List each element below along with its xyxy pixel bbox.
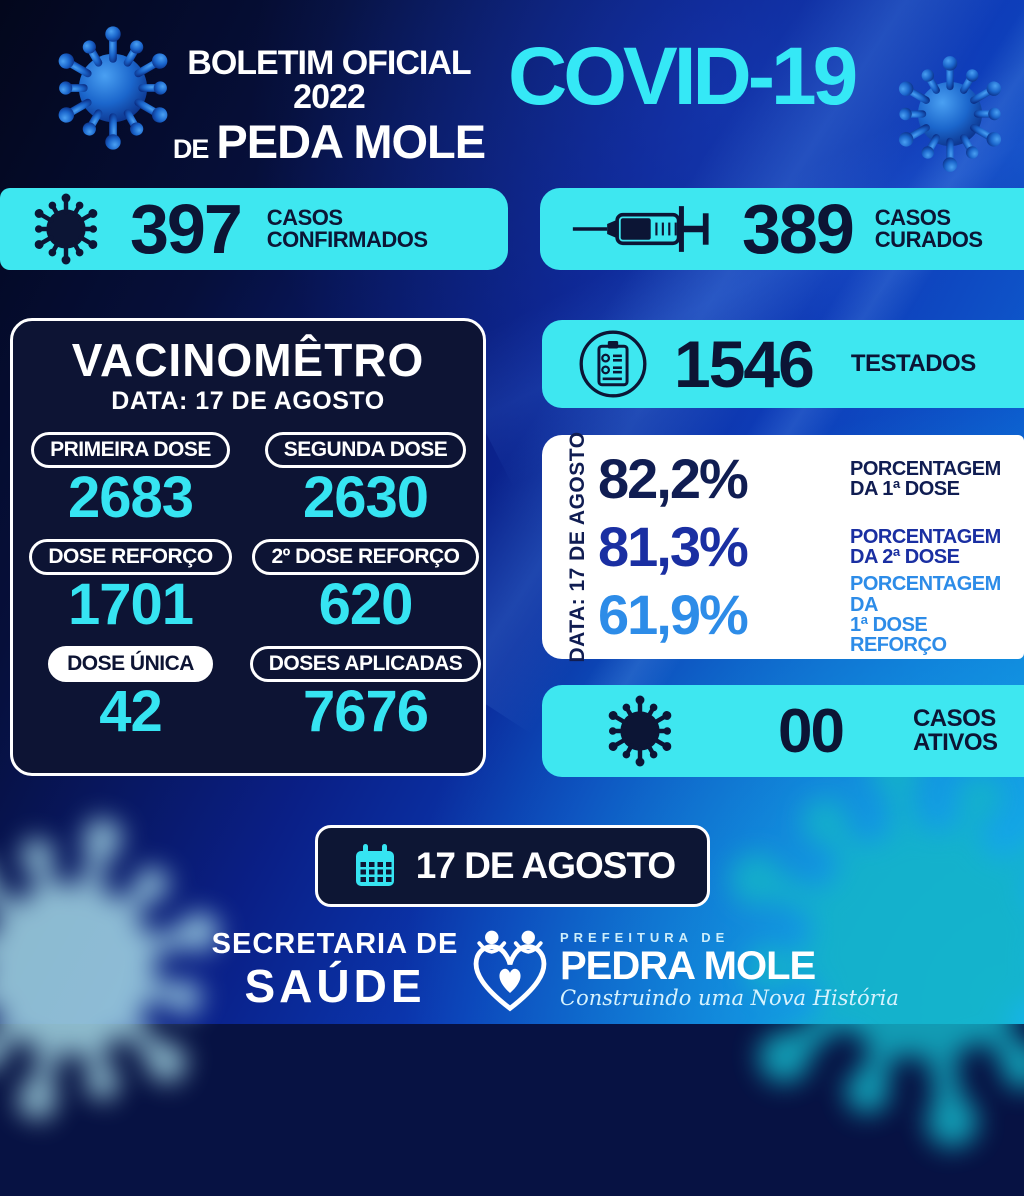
dose-label: SEGUNDA DOSE [264, 432, 467, 468]
virus-icon [28, 191, 104, 267]
confirmed-cases-banner: 397 CASOS CONFIRMADOS [0, 188, 508, 270]
confirmed-cases-label: CASOS CONFIRMADOS [266, 204, 428, 252]
vacinometro-date: DATA: 17 DE AGOSTO [111, 387, 385, 415]
covid-title: COVID-19 [508, 31, 858, 122]
dose1-percentage-label: PORCENTAGEM DA 1ª DOSE [850, 457, 1001, 500]
vacinometro-grid: PRIMEIRA DOSE 2683 SEGUNDA DOSE 2630 DOS… [13, 432, 483, 743]
bulletin-title-line1: BOLETIM OFICIAL 2022 [187, 44, 471, 116]
dose-label: DOSE REFORÇO [29, 538, 232, 575]
tested-banner: 1546 TESTADOS [542, 320, 1024, 408]
dose2-label-line1: PORCENTAGEM [850, 525, 1001, 548]
booster-percentage-value: 61,9% [598, 583, 749, 646]
bulletin-title-prefix: DE [172, 134, 210, 164]
active-cases-label: CASOS ATIVOS [912, 704, 998, 756]
secretary-line2: SAÚDE [244, 960, 426, 1012]
dose-label: 2º DOSE REFORÇO [252, 538, 479, 575]
confirmed-label-line2: CONFIRMADOS [266, 227, 428, 252]
dose-value: 620 [318, 571, 414, 637]
percentage-row: 82,2% PORCENTAGEM DA 1ª DOSE [598, 445, 1014, 513]
dose1-label-line2: DA 1ª DOSE [850, 478, 960, 500]
vacinometro-title: VACINOMÊTRO [71, 334, 425, 386]
people-heart-icon [462, 922, 558, 1018]
confirmed-label-line1: CASOS [266, 204, 343, 230]
active-cases-banner: 00 CASOS ATIVOS [542, 685, 1024, 777]
dose-label: DOSES APLICADAS [249, 645, 482, 682]
booster-percentage-label: PORCENTAGEM DA 1ª DOSE REFORÇO [850, 574, 1014, 656]
logo-city-name: PEDRA MOLE [560, 944, 816, 988]
virus-icon [884, 52, 1016, 176]
tested-value: 1546 [674, 327, 815, 401]
dose2-percentage-value: 81,3% [598, 515, 749, 578]
percentages-panel: DATA: 17 DE AGOSTO 82,2% PORCENTAGEM DA … [542, 431, 1024, 663]
virus-icon [602, 693, 678, 769]
health-secretary-block: SECRETARIA DE SAÚDE [200, 928, 470, 1012]
bulletin-title-city: PEDA MOLE [216, 115, 486, 168]
dose-value: 2683 [67, 465, 194, 530]
dose-value: 42 [99, 678, 163, 744]
syringe-icon [570, 200, 720, 258]
logo-slogan: Construindo uma Nova História [560, 986, 899, 1010]
dose-cell: DOSE ÚNICA 42 [13, 645, 248, 744]
bulletin-title: BOLETIM OFICIAL 2022 DE PEDA MOLE [148, 46, 510, 165]
cured-cases-label: CASOS CURADOS [874, 204, 983, 252]
dose-cell: PRIMEIRA DOSE 2683 [13, 432, 248, 529]
dose-cell: DOSES APLICADAS 7676 [248, 645, 483, 744]
confirmed-cases-value: 397 [130, 190, 243, 268]
date-button[interactable]: 17 DE AGOSTO [315, 825, 710, 907]
booster-label-line2: 1ª DOSE REFORÇO [850, 614, 947, 657]
dose-label: DOSE ÚNICA [48, 645, 213, 682]
logo-text: PREFEITURA DE PEDRA MOLE Construindo uma… [560, 931, 899, 1009]
percentage-row: 81,3% PORCENTAGEM DA 2ª DOSE [598, 513, 1014, 581]
booster-label-line1: PORCENTAGEM DA [850, 573, 1001, 616]
dose2-percentage-label: PORCENTAGEM DA 2ª DOSE [850, 525, 1001, 568]
clipboard-check-icon [576, 327, 650, 401]
dose-value: 2630 [302, 465, 429, 530]
logo-prefeitura-label: PREFEITURA DE [560, 930, 730, 945]
dose2-label-line2: DA 2ª DOSE [850, 546, 960, 568]
dose-cell: 2º DOSE REFORÇO 620 [248, 538, 483, 637]
calendar-icon [350, 841, 400, 891]
secretary-line1: SECRETARIA DE [211, 928, 459, 960]
dose1-label-line1: PORCENTAGEM [850, 457, 1001, 480]
cured-cases-banner: 389 CASOS CURADOS [540, 188, 1024, 270]
date-button-label: 17 DE AGOSTO [415, 845, 676, 886]
dose-cell: SEGUNDA DOSE 2630 [248, 432, 483, 529]
vacinometro-panel: VACINOMÊTRO DATA: 17 DE AGOSTO PRIMEIRA … [10, 318, 486, 776]
percentages-date-label: DATA: 17 DE AGOSTO [566, 431, 589, 663]
cured-cases-value: 389 [742, 190, 855, 268]
dose-value: 7676 [302, 678, 429, 744]
bulletin-title-line2: DE PEDA MOLE [148, 118, 510, 165]
city-hall-logo: PREFEITURA DE PEDRA MOLE Construindo uma… [462, 922, 899, 1018]
dose1-percentage-value: 82,2% [598, 447, 749, 510]
cured-label-line2: CURADOS [874, 227, 983, 252]
percentage-row: 61,9% PORCENTAGEM DA 1ª DOSE REFORÇO [598, 574, 1014, 655]
dose-cell: DOSE REFORÇO 1701 [13, 538, 248, 637]
dose-value: 1701 [67, 571, 194, 637]
cured-label-line1: CASOS [874, 204, 951, 230]
tested-label: TESTADOS [850, 349, 976, 377]
dose-label: PRIMEIRA DOSE [31, 432, 230, 468]
active-cases-value: 00 [778, 696, 845, 766]
